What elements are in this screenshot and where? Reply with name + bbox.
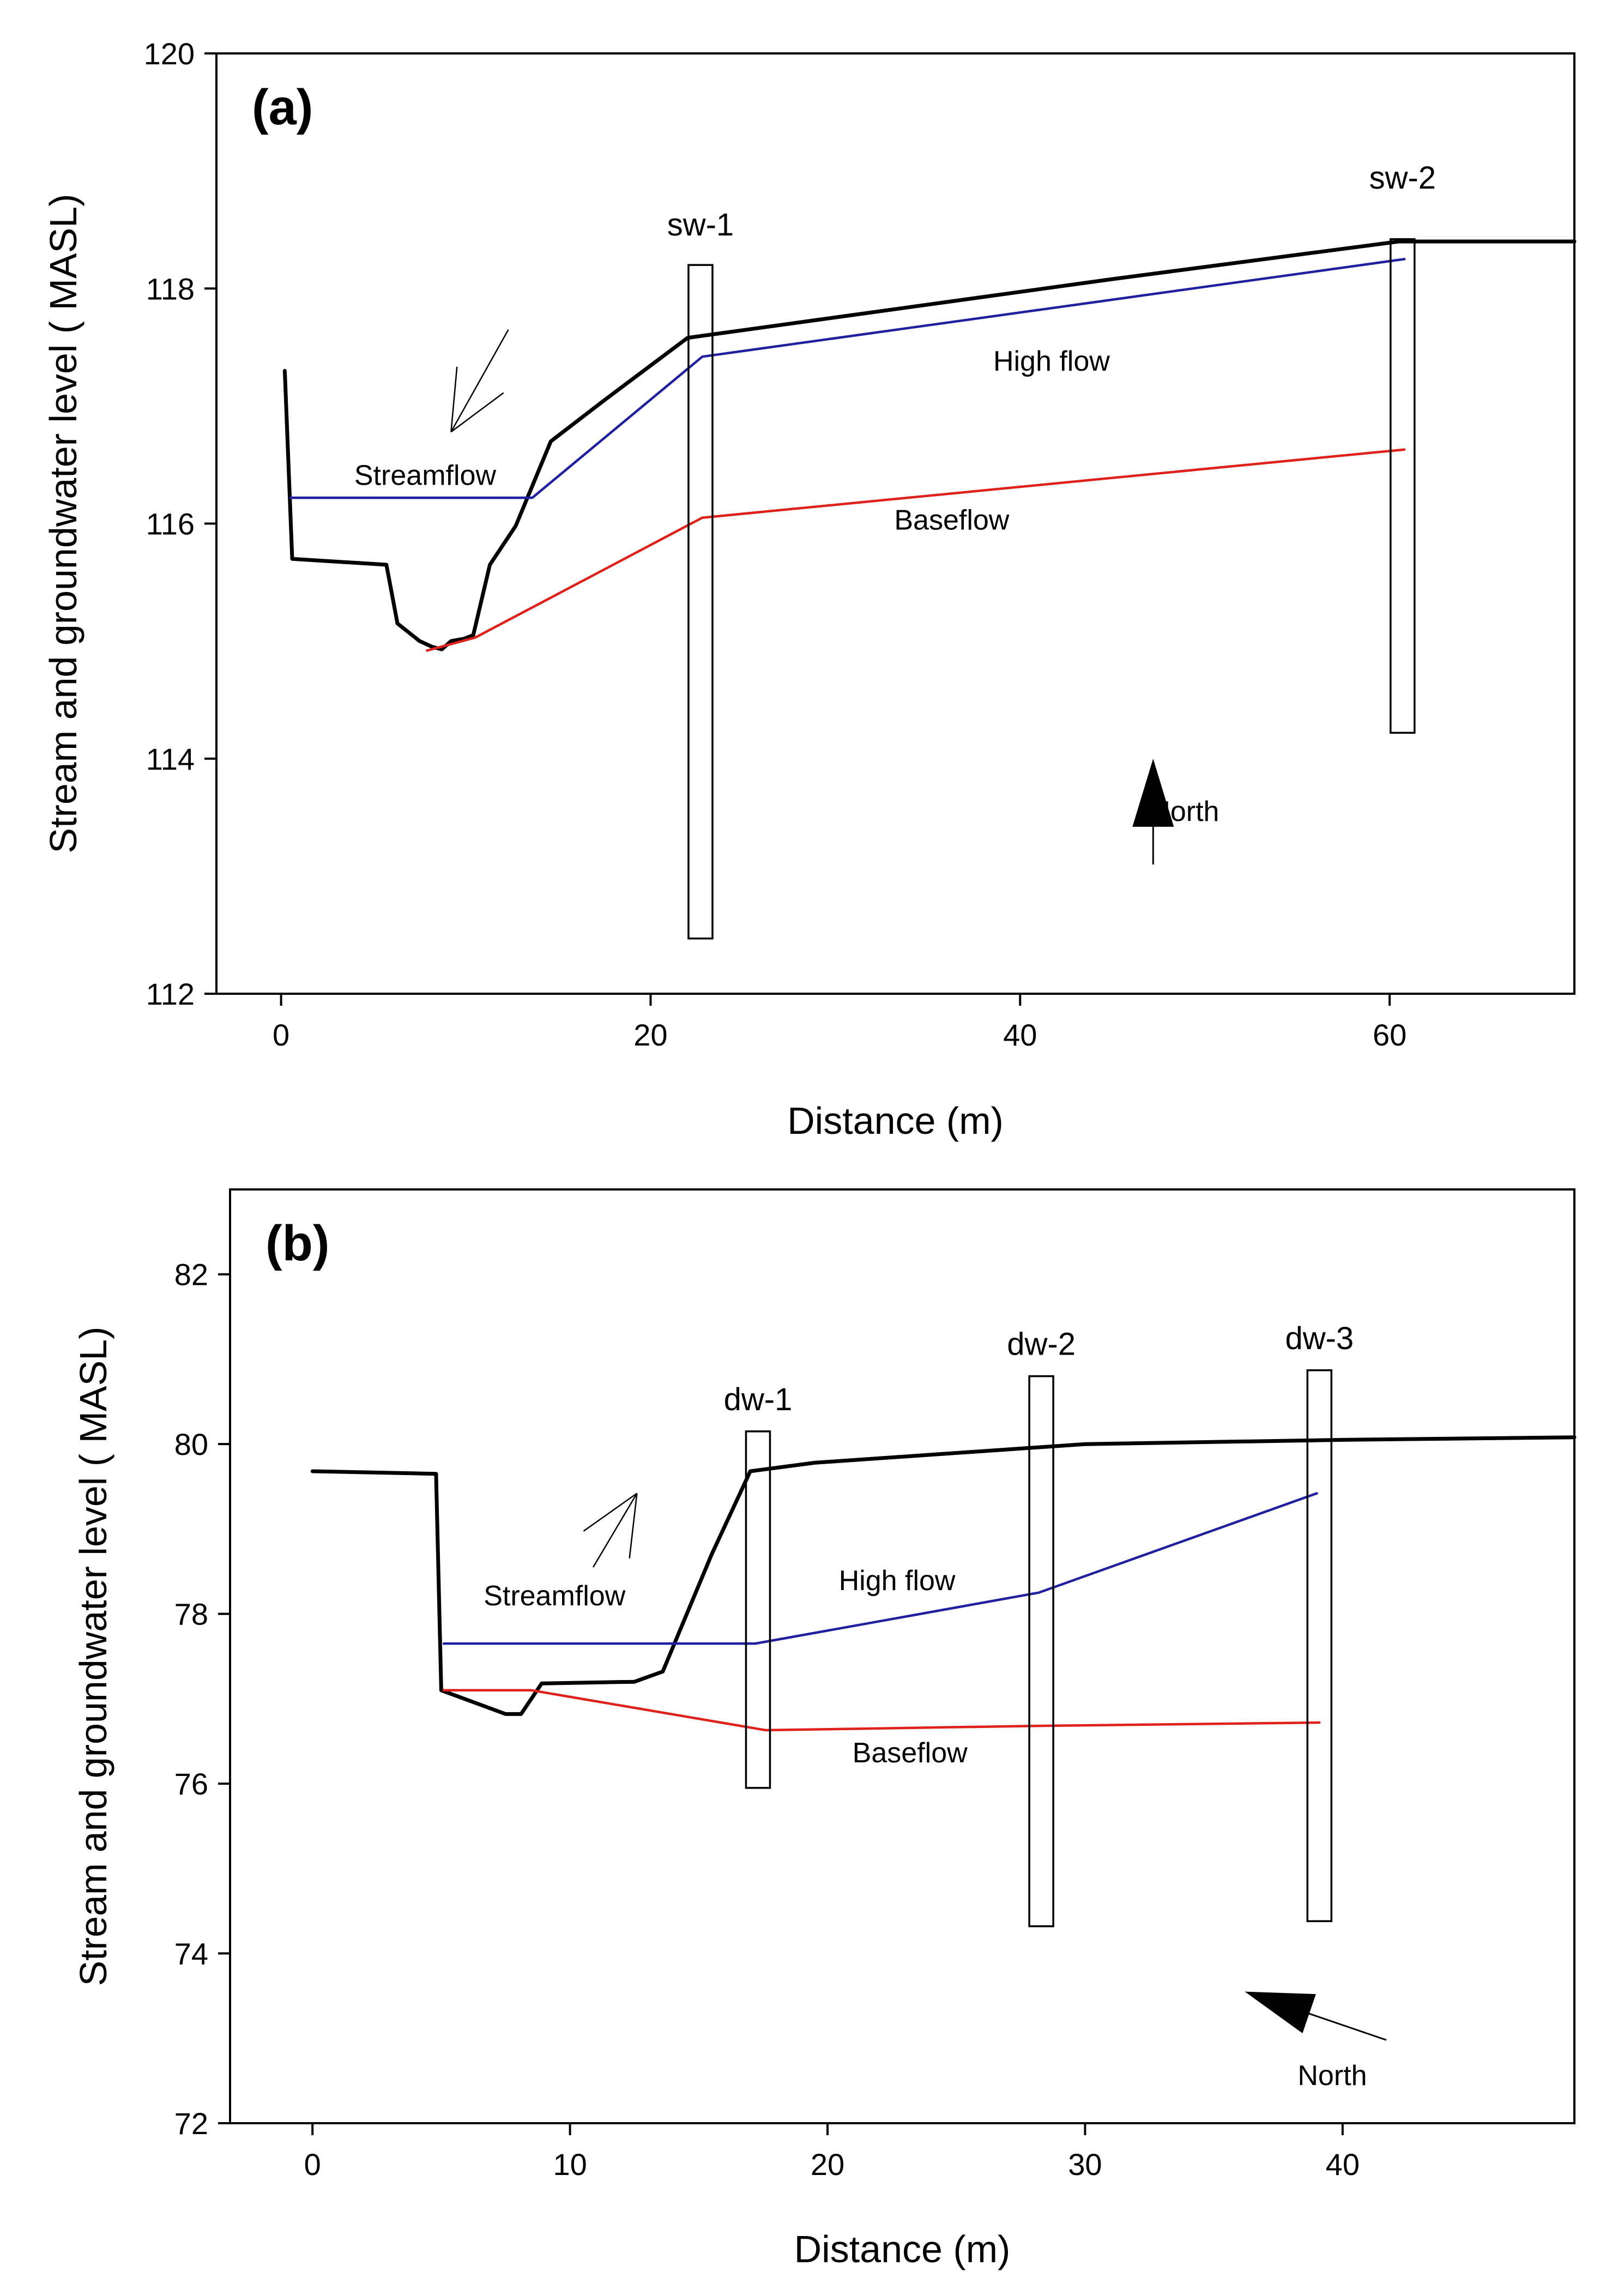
x-tick-label: 20 [811,2147,844,2182]
y-tick-label: 72 [174,2106,208,2141]
annotation-label: Baseflow [894,504,1009,536]
flow-direction-arrow-shaft [593,1493,638,1568]
x-tick-label: 0 [304,2147,321,2182]
annotation-label: Streamflow [354,460,497,491]
well-label: dw-1 [724,1382,793,1417]
annotation-label: High flow [839,1565,956,1597]
well-sw-2 [1390,238,1416,734]
north-arrow-head [1132,758,1174,827]
x-tick-label: 10 [553,2147,587,2182]
y-tick-label: 112 [146,977,195,1011]
y-axis-title: Stream and groundwater level ( MASL) [42,194,84,854]
y-tick-label: 114 [146,742,195,776]
series-line-ground-surface [282,239,1577,651]
flow-direction-arrow-barb [583,1493,638,1532]
x-axis-title: Distance (m) [794,2228,1011,2270]
y-tick-label: 80 [174,1427,208,1461]
y-tick-label: 116 [146,507,195,541]
x-axis-title: Distance (m) [787,1099,1004,1142]
annotation-label: High flow [993,346,1110,377]
well-label: sw-1 [667,207,734,243]
north-arrow-head [1245,1991,1316,2033]
well-label: sw-2 [1369,160,1436,196]
series-line-high-flow [289,258,1406,499]
x-tick-label: 0 [273,1018,289,1052]
x-tick-label: 40 [1003,1018,1037,1052]
series-line-baseflow [442,1689,1321,1732]
well-label: dw-2 [1007,1327,1076,1362]
well-label: dw-3 [1285,1321,1354,1356]
annotation-label: Streamflow [484,1580,626,1612]
y-tick-label: 78 [174,1597,208,1632]
y-tick-label: 76 [174,1767,208,1801]
flow-direction-arrow-barb [450,392,504,433]
panel-a: 112 114 116 118 120 0 20 40 60 Distance (m) Stream… [42,37,1577,1142]
flow-direction-arrow-barb [450,366,458,432]
x-tick-label: 30 [1068,2147,1102,2182]
y-tick-label: 118 [146,271,195,306]
y-tick-label: 120 [144,37,195,71]
y-tick-label: 82 [174,1258,208,1292]
annotation-label: North [1297,2060,1367,2092]
north-arrow-shaft [1309,2013,1387,2041]
annotation-label: Baseflow [853,1737,968,1769]
panel-label: (a) [252,80,313,135]
well-dw-2 [1028,1375,1054,1928]
well-dw-1 [745,1430,771,1789]
x-tick-label: 20 [633,1018,667,1052]
panel-label: (b) [265,1216,329,1271]
flow-direction-arrow-barb [629,1493,638,1558]
series-line-high-flow [442,1492,1318,1645]
series-line-ground-surface [310,1435,1577,1716]
plot-frame [229,1188,1575,2124]
y-axis-title: Stream and groundwater level ( MASL) [72,1327,114,1986]
y-tick-label: 74 [174,1937,208,1971]
x-tick-label: 60 [1373,1018,1406,1052]
x-tick-label: 40 [1326,2147,1360,2182]
well-dw-3 [1306,1369,1333,1923]
flow-direction-arrow-shaft [450,329,509,432]
well-sw-1 [687,264,714,940]
panel-b: 72 74 76 78 80 82 0 10 20 30 40 Distance (m) Stream … [72,1188,1577,2270]
series-line-baseflow [426,448,1406,652]
